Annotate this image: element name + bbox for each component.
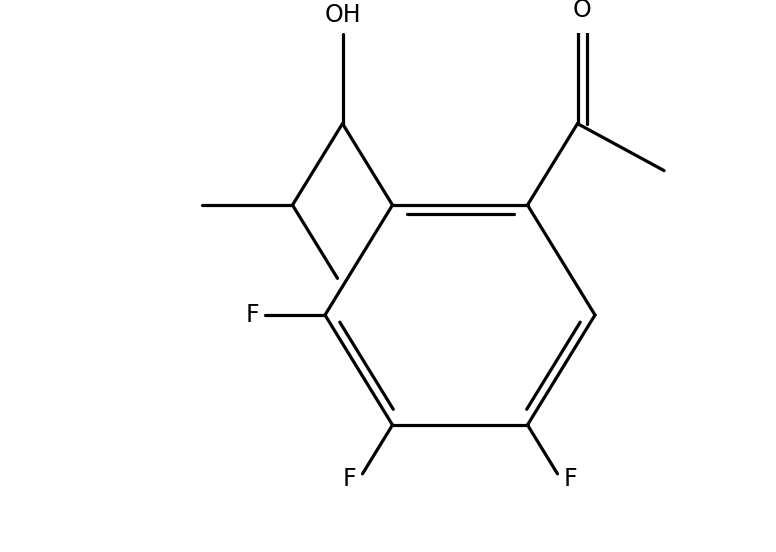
Text: F: F bbox=[245, 303, 259, 327]
Text: O: O bbox=[572, 0, 591, 22]
Text: F: F bbox=[563, 466, 577, 491]
Text: F: F bbox=[343, 466, 356, 491]
Text: OH: OH bbox=[324, 3, 361, 26]
